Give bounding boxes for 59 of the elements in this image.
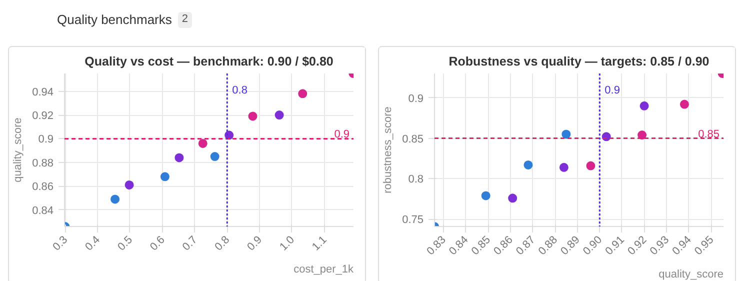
y-tick-label: 0.84 <box>32 204 54 217</box>
y-tick-label: 0.75 <box>402 214 424 226</box>
point <box>110 194 120 204</box>
x-tick-label: 0.88 <box>536 234 560 258</box>
x-tick-label: 0.86 <box>492 234 516 258</box>
y-tick-label: 0.86 <box>32 181 54 194</box>
y-tick-label: 0.9 <box>38 134 54 146</box>
text: Quality benchmarks <box>57 11 172 29</box>
point <box>586 161 596 170</box>
x-axis-title: cost_per_1k <box>294 264 354 276</box>
y-axis-title: robustness_score <box>382 106 394 194</box>
point <box>210 152 220 162</box>
chart-title: Robustness vs quality — targets: 0.85 / 0.90 <box>448 54 710 68</box>
ref-line-label: 0.85 <box>698 128 720 140</box>
point <box>524 160 533 170</box>
point <box>640 101 649 110</box>
point <box>124 180 134 190</box>
x-tick-label: 0.6 <box>148 234 168 254</box>
point <box>481 191 490 200</box>
x-tick-label: 0.8 <box>212 234 232 254</box>
ref-line-label: 0.8 <box>232 84 248 96</box>
point <box>198 138 208 148</box>
y-tick-label: 0.8 <box>408 174 424 186</box>
point <box>298 89 308 98</box>
chart-title: Quality vs cost — benchmark: 0.90 / $0.80 <box>84 54 334 68</box>
point <box>274 110 284 120</box>
x-tick-label: 0.4 <box>83 234 102 254</box>
x-tick-label: 1.1 <box>310 234 330 254</box>
x-tick-label: 0.84 <box>447 234 471 258</box>
y-tick-label: 0.94 <box>32 86 54 98</box>
x-tick-label: 0.94 <box>670 234 694 258</box>
x-tick-label: 0.91 <box>603 234 627 258</box>
x-tick-label: 0.5 <box>116 234 135 254</box>
point <box>559 162 568 172</box>
x-tick-label: 0.92 <box>626 234 650 258</box>
x-axis-title: quality_score <box>658 268 724 280</box>
text: 2 <box>178 12 192 28</box>
point <box>680 100 689 109</box>
ref-line-label: 0.9 <box>334 128 350 141</box>
x-tick-label: 0.93 <box>648 234 672 258</box>
x-tick-label: 0.83 <box>424 234 448 258</box>
y-tick-label: 0.9 <box>408 92 424 105</box>
y-tick-label: 0.85 <box>402 133 424 146</box>
x-tick-label: 0.7 <box>180 234 200 254</box>
point <box>174 153 184 162</box>
y-tick-label: 0.92 <box>32 110 54 122</box>
x-tick-label: 0.89 <box>558 234 582 258</box>
x-tick-label: 0.90 <box>580 234 605 258</box>
y-axis-title: quality_score <box>12 118 24 182</box>
x-tick-label: 0.3 <box>50 234 70 254</box>
point <box>248 112 258 121</box>
point <box>562 130 571 139</box>
point <box>160 172 170 182</box>
point <box>508 194 518 203</box>
x-tick-label: 0.9 <box>245 234 264 254</box>
point <box>638 130 647 140</box>
ref-line-label: 0.9 <box>604 84 620 96</box>
y-tick-label: 0.88 <box>32 157 54 170</box>
x-tick-label: 1.0 <box>278 234 297 254</box>
